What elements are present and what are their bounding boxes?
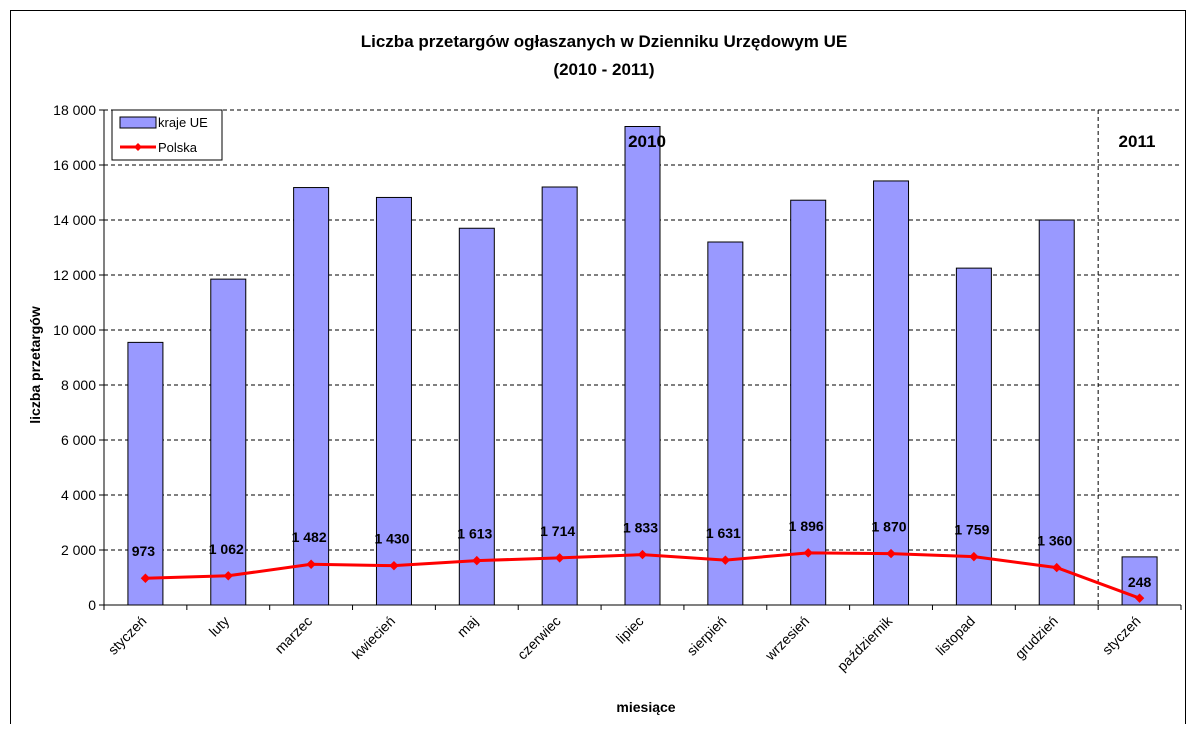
line-marker — [637, 549, 648, 560]
data-label: 1 833 — [623, 520, 658, 536]
data-labels: 973 1 062 1 482 1 430 1 613 1 714 1 833 1 631 1 … — [132, 518, 1152, 590]
line-marker — [720, 555, 731, 565]
y-tick-label: 4 000 — [61, 487, 96, 503]
chart-subtitle: (2010 - 2011) — [553, 60, 654, 79]
bar — [541, 186, 578, 606]
line-marker — [886, 548, 896, 559]
bar — [955, 267, 992, 606]
line-marker — [306, 559, 316, 569]
bar — [210, 278, 247, 606]
x-tick-label: maj — [454, 613, 481, 640]
year-label-2011: 2011 — [1119, 132, 1156, 151]
x-tick-label: sierpień — [683, 613, 729, 659]
data-label: 1 482 — [292, 529, 327, 545]
bar — [624, 126, 661, 606]
line-marker — [223, 571, 233, 581]
x-tick-label: listopad — [933, 613, 978, 658]
legend-swatch-kraje-ue — [119, 116, 157, 129]
line-series — [140, 548, 1145, 603]
line-marker — [1134, 593, 1145, 603]
x-tick-label: luty — [206, 613, 233, 640]
x-tick-label: marzec — [271, 613, 315, 657]
x-tick-label: styczeń — [1099, 613, 1144, 658]
x-tick-label: grudzień — [1012, 613, 1061, 662]
data-label: 1 759 — [954, 522, 989, 538]
grid-lines — [104, 109, 1181, 605]
data-label: 1 613 — [457, 526, 492, 542]
data-label: 1 062 — [209, 541, 244, 557]
y-tick-label: 8 000 — [61, 377, 96, 393]
line-marker — [803, 548, 813, 558]
bar — [873, 180, 910, 606]
legend: kraje UE Polska — [111, 109, 223, 161]
bar — [458, 227, 495, 606]
bar — [127, 341, 164, 606]
data-label: 1 631 — [706, 525, 741, 541]
chart-title: Liczba przetargów ogłaszanych w Dziennik… — [361, 32, 847, 51]
y-tick-label: 12 000 — [53, 267, 96, 283]
data-label: 1 896 — [789, 518, 824, 534]
legend-label-polska: Polska — [158, 140, 198, 155]
y-tick-label: 2 000 — [61, 542, 96, 558]
x-tick-label: czerwiec — [514, 613, 564, 663]
bar — [790, 199, 827, 606]
legend-marker-polska — [134, 143, 142, 151]
year-label-2010: 2010 — [628, 132, 666, 151]
x-axis-label: miesiące — [616, 699, 675, 715]
data-label: 1 870 — [872, 519, 907, 535]
x-tick-label: lipiec — [613, 613, 647, 647]
x-tick-label: październik — [834, 612, 896, 674]
data-label: 1 430 — [374, 531, 409, 547]
bar-series — [127, 126, 1158, 606]
legend-label-kraje-ue: kraje UE — [158, 115, 208, 130]
y-tick-label: 10 000 — [53, 322, 96, 338]
y-tick-label: 18 000 — [53, 102, 96, 118]
x-tick-label: kwiecień — [349, 613, 398, 662]
y-tick-label: 6 000 — [61, 432, 96, 448]
bar — [707, 241, 744, 606]
bar — [293, 187, 330, 606]
data-label: 1 360 — [1037, 533, 1072, 549]
x-tick-label: styczeń — [105, 613, 150, 658]
data-label: 1 714 — [540, 523, 575, 539]
line-marker — [472, 555, 482, 566]
line-marker — [389, 560, 399, 571]
y-axis-label: liczba przetargów — [27, 306, 43, 424]
data-label: 973 — [132, 543, 156, 559]
line-marker — [554, 553, 565, 563]
x-tick-label: wrzesień — [761, 613, 812, 664]
line-marker — [969, 551, 979, 562]
y-tick-label: 0 — [88, 597, 96, 613]
y-tick-label: 14 000 — [53, 212, 96, 228]
line-marker — [140, 573, 151, 583]
data-label: 248 — [1128, 574, 1152, 590]
chart-frame — [10, 10, 1186, 724]
line-marker — [1052, 562, 1062, 573]
y-tick-label: 16 000 — [53, 157, 96, 173]
